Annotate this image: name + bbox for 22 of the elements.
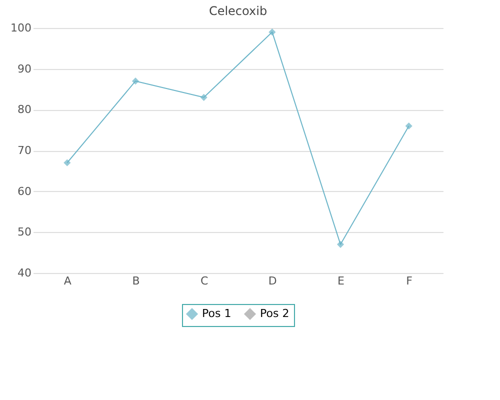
y-tick-label: 50 <box>18 226 32 239</box>
y-tick-label: 90 <box>18 62 32 76</box>
point <box>200 94 208 101</box>
x-tick-label: B <box>132 274 140 288</box>
y-tick-label: 100 <box>10 22 32 34</box>
x-tick-label: E <box>338 274 345 288</box>
y-tick-label: 70 <box>18 144 32 157</box>
point <box>64 159 71 166</box>
legend-label: Pos 2 <box>260 307 290 320</box>
point <box>336 240 344 248</box>
x-tick-label: F <box>406 274 412 288</box>
point <box>132 78 140 85</box>
y-tick-label: 60 <box>18 184 32 198</box>
y-tick-label: 80 <box>18 103 32 116</box>
x-tick-label: A <box>64 274 72 288</box>
x-tick-label: C <box>200 274 208 288</box>
legend-label: Pos 1 <box>202 307 232 320</box>
y-tick-label: 40 <box>18 266 32 280</box>
chart-title: Celecoxib <box>208 4 268 18</box>
point <box>405 122 412 130</box>
point <box>268 28 276 36</box>
x-tick-label: D <box>268 274 277 288</box>
